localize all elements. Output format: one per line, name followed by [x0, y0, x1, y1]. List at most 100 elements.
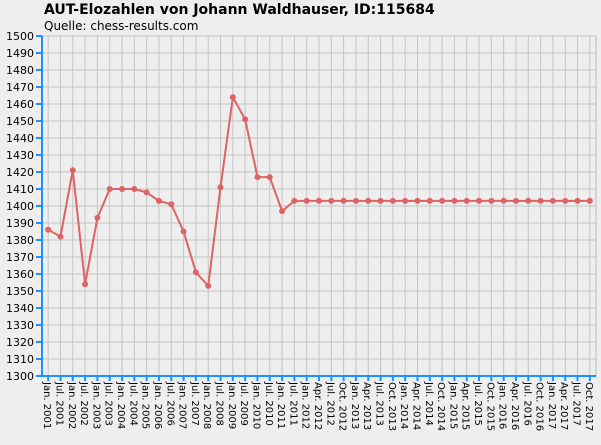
point: [328, 197, 335, 204]
chart-subtitle: Quelle: chess-results.com: [44, 19, 198, 33]
y-tick-label: 1360: [6, 268, 34, 281]
x-tick-label: Oct. 2012: [337, 382, 348, 431]
point: [525, 197, 532, 204]
y-tick-label: 1470: [6, 81, 34, 94]
x-tick-label: Jan. 2005: [140, 381, 151, 429]
x-tick-label: Jan. 2001: [41, 381, 52, 429]
x-tick-label: Jan. 2010: [250, 381, 261, 429]
x-tick-label: Jan. 2006: [152, 381, 163, 429]
x-tick-label: Jul. 2017: [571, 381, 582, 426]
point: [426, 197, 433, 204]
y-tick-label: 1350: [6, 285, 34, 298]
point: [586, 197, 593, 204]
point: [192, 269, 199, 276]
x-tick-label: Jan. 2009: [226, 381, 237, 429]
point: [155, 197, 162, 204]
y-tick-label: 1390: [6, 217, 34, 230]
y-tick-label: 1440: [6, 132, 34, 145]
point: [377, 197, 384, 204]
x-tick-label: Oct. 2017: [583, 382, 594, 431]
point: [316, 197, 322, 204]
point: [463, 197, 470, 204]
x-tick-label: Apr. 2014: [410, 382, 421, 430]
x-tick-label: Apr. 2015: [460, 382, 471, 430]
point: [266, 174, 273, 181]
x-tick-label: Oct. 2013: [386, 382, 397, 431]
y-tick-label: 1370: [6, 251, 34, 264]
point: [500, 197, 507, 204]
x-tick-label: Jul. 2015: [472, 381, 483, 426]
point: [414, 197, 421, 204]
point: [451, 197, 458, 204]
point: [476, 197, 483, 204]
x-tick-label: Apr. 2017: [558, 382, 569, 430]
x-tick-label: Oct. 2014: [435, 382, 446, 431]
x-tick-label: Jan. 2015: [447, 381, 458, 429]
x-tick-label: Jul. 2010: [263, 381, 274, 426]
x-tick-label: Jul. 2002: [78, 381, 89, 426]
x-tick-label: Jul. 2001: [53, 381, 64, 426]
x-tick-label: Jul. 2007: [189, 381, 200, 426]
point: [389, 197, 396, 204]
point: [205, 282, 212, 289]
x-tick-label: Jul. 2006: [164, 381, 175, 426]
point: [439, 197, 446, 204]
y-tick-label: 1460: [6, 98, 34, 111]
point: [57, 233, 64, 240]
y-tick-label: 1310: [6, 353, 34, 366]
x-tick-label: Apr. 2013: [361, 382, 372, 430]
point: [82, 281, 89, 288]
point: [512, 197, 519, 204]
point: [303, 197, 310, 204]
y-tick-label: 1380: [6, 234, 34, 247]
x-tick-label: Jul. 2009: [238, 381, 249, 426]
x-tick-label: Apr. 2016: [509, 382, 520, 430]
x-tick-label: Apr. 2012: [312, 382, 323, 430]
y-tick-label: 1500: [6, 30, 34, 43]
x-tick-label: Jan. 2017: [546, 381, 557, 429]
x-tick-label: Oct. 2016: [534, 382, 545, 431]
point: [488, 197, 495, 204]
point: [291, 197, 298, 204]
x-tick-label: Jul. 2008: [214, 381, 225, 426]
point: [537, 197, 544, 204]
point: [340, 197, 347, 204]
point: [562, 197, 569, 204]
y-tick-label: 1420: [6, 166, 34, 179]
point: [279, 208, 286, 215]
point: [180, 228, 187, 235]
point: [143, 189, 150, 196]
x-tick-label: Jul. 2012: [324, 381, 335, 426]
y-tick-label: 1400: [6, 200, 34, 213]
y-tick-label: 1320: [6, 336, 34, 349]
point: [106, 186, 113, 192]
point: [242, 116, 249, 123]
y-tick-label: 1330: [6, 319, 34, 332]
y-tick-label: 1490: [6, 47, 34, 60]
y-tick-label: 1430: [6, 149, 34, 162]
point: [217, 184, 224, 191]
point: [352, 197, 359, 204]
y-tick-label: 1300: [6, 370, 34, 383]
point: [254, 174, 261, 181]
x-tick-label: Jul. 2003: [103, 381, 114, 426]
x-tick-label: Jan. 2007: [177, 381, 188, 429]
x-tick-label: Jul. 2016: [521, 381, 532, 426]
point: [94, 214, 101, 221]
point: [574, 197, 581, 204]
x-tick-label: Jan. 2008: [201, 381, 212, 429]
x-tick-label: Jul. 2011: [287, 381, 298, 426]
point: [119, 186, 126, 192]
y-tick-label: 1450: [6, 115, 34, 128]
x-tick-label: Jul. 2014: [423, 381, 434, 426]
x-tick-label: Jan. 2016: [497, 381, 508, 429]
point: [168, 201, 175, 208]
x-tick-label: Jan. 2012: [300, 381, 311, 429]
point: [131, 186, 138, 192]
point: [229, 94, 236, 101]
chart-title: AUT-Elozahlen von Johann Waldhauser, ID:…: [44, 2, 435, 18]
x-tick-label: Jan. 2003: [90, 381, 101, 429]
x-tick-label: Jul. 2013: [374, 381, 385, 426]
x-tick-label: Jan. 2011: [275, 381, 286, 429]
